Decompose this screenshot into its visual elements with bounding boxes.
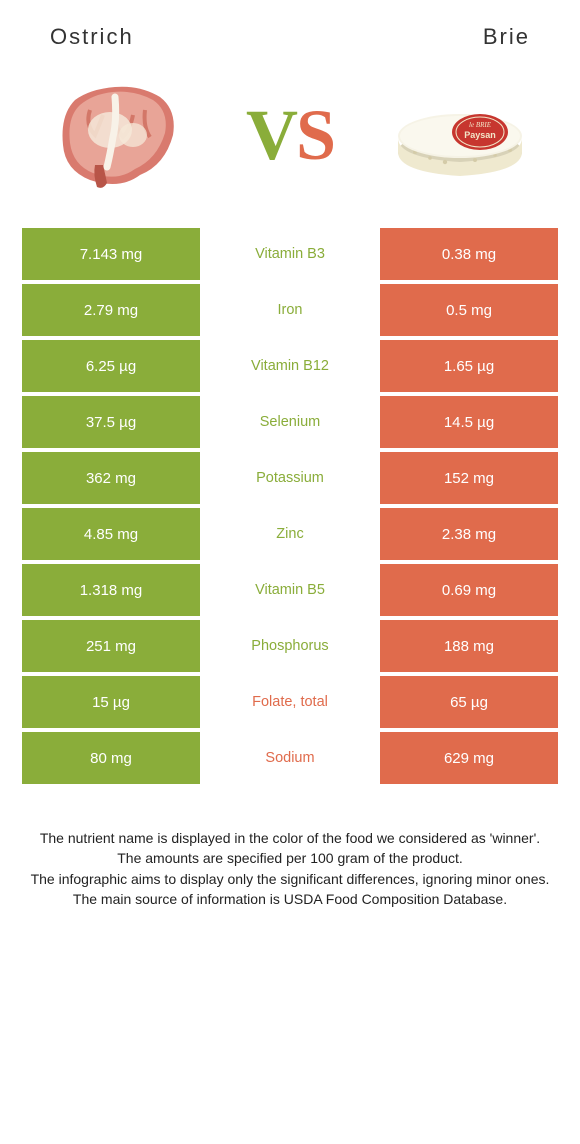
nutrient-label: Vitamin B12 xyxy=(200,340,380,392)
value-left: 15 µg xyxy=(22,676,200,728)
nutrient-label: Phosphorus xyxy=(200,620,380,672)
value-left: 7.143 mg xyxy=(22,228,200,280)
nutrient-label: Zinc xyxy=(200,508,380,560)
footer-line: The main source of information is USDA F… xyxy=(30,889,550,909)
value-left: 6.25 µg xyxy=(22,340,200,392)
footer-line: The amounts are specified per 100 gram o… xyxy=(30,848,550,868)
header: Ostrich Brie xyxy=(0,0,580,60)
vs-label: VS xyxy=(246,94,334,177)
title-right: Brie xyxy=(483,24,530,50)
value-right: 629 mg xyxy=(380,732,558,784)
vs-v: V xyxy=(246,95,296,175)
nutrient-label: Vitamin B5 xyxy=(200,564,380,616)
nutrient-label: Iron xyxy=(200,284,380,336)
value-right: 2.38 mg xyxy=(380,508,558,560)
nutrient-label: Potassium xyxy=(200,452,380,504)
footer-notes: The nutrient name is displayed in the co… xyxy=(0,788,580,949)
nutrient-row: 2.79 mgIron0.5 mg xyxy=(22,284,558,336)
value-left: 4.85 mg xyxy=(22,508,200,560)
vs-s: S xyxy=(296,95,334,175)
hero-row: VS le BRIE Paysan xyxy=(0,60,580,220)
nutrient-row: 80 mgSodium629 mg xyxy=(22,732,558,784)
value-right: 14.5 µg xyxy=(380,396,558,448)
footer-line: The nutrient name is displayed in the co… xyxy=(30,828,550,848)
value-right: 1.65 µg xyxy=(380,340,558,392)
value-right: 152 mg xyxy=(380,452,558,504)
nutrient-label: Vitamin B3 xyxy=(200,228,380,280)
value-left: 1.318 mg xyxy=(22,564,200,616)
title-left: Ostrich xyxy=(50,24,134,50)
nutrient-row: 362 mgPotassium152 mg xyxy=(22,452,558,504)
nutrient-row: 1.318 mgVitamin B50.69 mg xyxy=(22,564,558,616)
nutrient-row: 15 µgFolate, total65 µg xyxy=(22,676,558,728)
nutrient-table: 7.143 mgVitamin B30.38 mg2.79 mgIron0.5 … xyxy=(22,228,558,784)
nutrient-label: Sodium xyxy=(200,732,380,784)
value-right: 188 mg xyxy=(380,620,558,672)
value-left: 362 mg xyxy=(22,452,200,504)
svg-text:Paysan: Paysan xyxy=(464,130,496,140)
ostrich-image xyxy=(40,70,200,200)
nutrient-label: Folate, total xyxy=(200,676,380,728)
value-right: 0.5 mg xyxy=(380,284,558,336)
value-left: 80 mg xyxy=(22,732,200,784)
nutrient-row: 37.5 µgSelenium14.5 µg xyxy=(22,396,558,448)
value-right: 0.38 mg xyxy=(380,228,558,280)
value-left: 37.5 µg xyxy=(22,396,200,448)
value-left: 251 mg xyxy=(22,620,200,672)
nutrient-row: 251 mgPhosphorus188 mg xyxy=(22,620,558,672)
nutrient-row: 6.25 µgVitamin B121.65 µg xyxy=(22,340,558,392)
nutrient-label: Selenium xyxy=(200,396,380,448)
value-right: 0.69 mg xyxy=(380,564,558,616)
footer-line: The infographic aims to display only the… xyxy=(30,869,550,889)
value-left: 2.79 mg xyxy=(22,284,200,336)
nutrient-row: 7.143 mgVitamin B30.38 mg xyxy=(22,228,558,280)
nutrient-row: 4.85 mgZinc2.38 mg xyxy=(22,508,558,560)
svg-text:le BRIE: le BRIE xyxy=(469,121,492,129)
value-right: 65 µg xyxy=(380,676,558,728)
brie-image: le BRIE Paysan xyxy=(380,70,540,200)
